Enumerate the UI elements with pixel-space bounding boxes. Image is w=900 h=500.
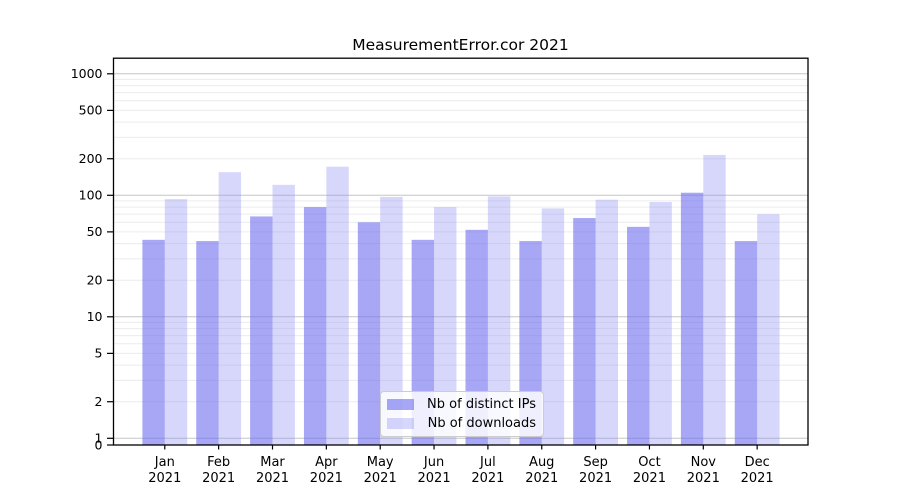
bar-downloads-mar [272, 184, 295, 445]
y-tick-label: 50 [87, 224, 103, 239]
x-tick-label-year: 2021 [256, 471, 289, 486]
x-tick-label-month: Aug [529, 455, 554, 470]
bar-downloads-sep [595, 199, 618, 445]
bar-distinct-ips-dec [734, 241, 758, 445]
bar-downloads-feb [218, 172, 242, 446]
x-tick-label-month: May [367, 455, 394, 470]
legend-item-distinct-ips: Nb of distinct IPs [387, 397, 536, 412]
bar-downloads-aug [541, 208, 565, 445]
x-tick-label-month: Apr [315, 455, 338, 470]
y-tick-label: 20 [87, 273, 103, 288]
x-tick-label-year: 2021 [687, 471, 720, 486]
y-tick-label: 1 [95, 431, 103, 446]
y-tick-label: 0 [95, 437, 103, 452]
x-tick-label-month: Oct [638, 455, 660, 470]
x-tick-label-year: 2021 [579, 471, 612, 486]
x-tick-label-year: 2021 [310, 471, 343, 486]
y-tick-label: 2 [95, 394, 103, 409]
x-tick-label-year: 2021 [525, 471, 558, 486]
bar-distinct-ips-apr [303, 207, 327, 445]
x-tick-label-month: Sep [583, 455, 608, 470]
y-tick-label: 100 [79, 188, 103, 203]
x-tick-label-year: 2021 [148, 471, 181, 486]
chart-title: MeasurementError.cor 2021 [352, 36, 569, 54]
legend-swatch-distinct-ips [387, 399, 414, 410]
x-tick-label-year: 2021 [418, 471, 451, 486]
bar-distinct-ips-mar [250, 216, 273, 445]
axis-frame [112, 57, 809, 446]
x-tick-label-month: Mar [260, 455, 285, 470]
bar-downloads-apr [326, 166, 349, 445]
chart-legend: Nb of distinct IPs Nb of downloads [380, 391, 544, 437]
x-tick-label-month: Feb [207, 455, 230, 470]
bar-downloads-oct [649, 202, 672, 445]
bar-distinct-ips-oct [627, 226, 650, 445]
x-tick-label-month: Jan [154, 455, 175, 470]
bar-distinct-ips-jan [142, 239, 165, 445]
x-tick-label-year: 2021 [633, 471, 666, 486]
x-tick-label-month: Nov [691, 455, 717, 470]
legend-item-downloads: Nb of downloads [387, 416, 536, 431]
bar-downloads-jan [164, 199, 188, 445]
y-tick-label: 1000 [71, 66, 103, 81]
x-tick-label-year: 2021 [741, 471, 774, 486]
bar-downloads-jun [434, 207, 457, 445]
bar-distinct-ips-may [357, 222, 381, 445]
x-tick-label-year: 2021 [202, 471, 235, 486]
bar-distinct-ips-feb [196, 241, 219, 445]
y-tick-label: 10 [87, 309, 103, 324]
x-tick-label-month: Jul [479, 455, 496, 470]
y-tick-label: 5 [95, 346, 103, 361]
legend-label-downloads: Nb of downloads [427, 416, 536, 431]
bar-distinct-ips-nov [680, 192, 704, 445]
legend-swatch-downloads [387, 418, 414, 429]
x-tick-label-month: Jun [423, 455, 444, 470]
bar-distinct-ips-sep [573, 218, 596, 445]
y-tick-label: 500 [79, 103, 103, 118]
x-tick-label-year: 2021 [364, 471, 397, 486]
bar-downloads-nov [703, 154, 726, 445]
x-tick-label-month: Dec [745, 455, 770, 470]
legend-label-distinct-ips: Nb of distinct IPs [427, 397, 536, 412]
y-tick-label: 200 [79, 151, 103, 166]
bar-downloads-jul [487, 196, 511, 445]
bar-downloads-may [380, 196, 403, 445]
bar-downloads-dec [757, 214, 780, 445]
x-tick-label-year: 2021 [471, 471, 504, 486]
